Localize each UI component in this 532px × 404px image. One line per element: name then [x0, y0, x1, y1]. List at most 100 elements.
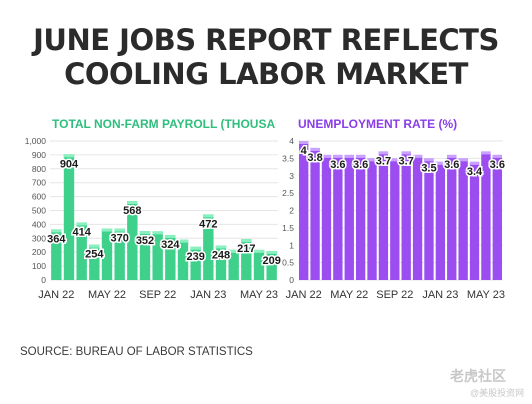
unemployment-bar	[435, 161, 446, 280]
unemployment-bar-cap	[458, 158, 468, 162]
unemployment-x-tick-label: SEP 22	[376, 289, 413, 301]
payroll-data-label: 370	[110, 233, 128, 245]
source-note: SOURCE: BUREAU OF LABOR STATISTICS	[20, 346, 253, 358]
unemployment-bar-cap	[390, 158, 400, 162]
payroll-x-tick-label: JAN 22	[38, 289, 74, 301]
payroll-data-label: 248	[212, 250, 230, 262]
unemployment-bar-cap	[367, 158, 377, 162]
payroll-data-label: 324	[161, 239, 180, 251]
unemployment-bar	[310, 147, 320, 280]
payroll-x-tick-label: MAY 22	[88, 289, 126, 301]
unemployment-y-tick-label: 2.5	[282, 188, 294, 198]
unemployment-bar-cap	[481, 151, 491, 155]
payroll-y-tick-label: 800	[32, 164, 46, 174]
unemployment-bar-cap	[355, 154, 366, 158]
payroll-bar	[253, 249, 265, 280]
payroll-bar-cap	[266, 250, 277, 254]
unemployment-bar	[344, 154, 354, 280]
unemployment-data-label: 3.6	[330, 159, 345, 171]
payroll-bar	[127, 201, 138, 280]
payroll-bar	[215, 245, 227, 280]
unemployment-bar	[424, 158, 434, 280]
payroll-bar-cap	[101, 228, 113, 232]
payroll-bar	[190, 246, 201, 280]
payroll-bar	[114, 228, 125, 280]
unemployment-bar-cap	[469, 161, 480, 165]
payroll-bar-cap	[165, 234, 176, 238]
payroll-y-tick-label: 0	[41, 275, 46, 285]
payroll-bar-cap	[241, 239, 252, 243]
unemployment-bar-cap	[401, 151, 411, 155]
payroll-bar-cap	[253, 249, 265, 253]
page-title-line-2: COOLING LABOR MARKET	[64, 57, 468, 91]
payroll-x-tick-label: JAN 23	[190, 289, 226, 301]
payroll-bar-cap	[215, 245, 227, 249]
payroll-data-label: 352	[136, 235, 154, 247]
unemployment-y-tick-label: 3	[289, 171, 294, 181]
unemployment-bar	[299, 141, 309, 280]
unemployment-data-label: 3.6	[444, 159, 459, 171]
payroll-bar-cap	[152, 231, 163, 235]
unemployment-bar	[390, 158, 400, 280]
payroll-data-label: 209	[262, 255, 280, 267]
unemployment-data-label: 3.8	[307, 152, 322, 164]
unemployment-x-tick-label: MAY 23	[467, 289, 505, 301]
payroll-bar-cap	[203, 214, 214, 218]
unemployment-bar-cap	[310, 147, 320, 151]
unemployment-data-label: 3.7	[376, 155, 391, 167]
payroll-bar-cap	[114, 228, 125, 232]
payroll-bar	[139, 231, 151, 280]
unemployment-chart-title: UNEMPLOYMENT RATE (%)	[298, 117, 458, 131]
payroll-data-label: 364	[47, 233, 66, 245]
unemployment-bar-cap	[492, 154, 502, 158]
unemployment-bar	[367, 158, 377, 280]
watermark-secondary: @美股投资网	[470, 388, 525, 398]
unemployment-y-tick-label: 0	[289, 275, 294, 285]
payroll-bar-cap	[228, 249, 239, 253]
unemployment-bar-cap	[412, 154, 423, 158]
payroll-bar	[203, 214, 214, 280]
payroll-y-tick-label: 500	[32, 206, 46, 216]
payroll-bar-cap	[127, 201, 138, 205]
payroll-y-tick-label: 200	[32, 247, 46, 257]
payroll-bar-cap	[139, 231, 151, 235]
payroll-x-tick-label: MAY 23	[240, 289, 278, 301]
payroll-bar	[165, 234, 176, 280]
unemployment-data-label: 3.4	[467, 166, 483, 178]
unemployment-data-label: 3.7	[399, 155, 414, 167]
payroll-data-label: 414	[72, 226, 91, 238]
payroll-data-label: 568	[123, 205, 141, 217]
unemployment-bar-cap	[378, 151, 389, 155]
unemployment-bar	[412, 154, 423, 280]
unemployment-data-label: 3.5	[421, 162, 436, 174]
unemployment-x-tick-label: MAY 22	[330, 289, 368, 301]
payroll-data-label: 239	[186, 251, 204, 263]
payroll-bar	[228, 249, 239, 280]
payroll-bar-cap	[51, 229, 62, 233]
payroll-bar	[152, 231, 163, 280]
unemployment-bar-cap	[447, 154, 457, 158]
page-title-line-1: JUNE JOBS REPORT REFLECTS	[33, 23, 499, 57]
unemployment-bar	[401, 151, 411, 280]
payroll-bar	[89, 244, 100, 280]
payroll-bar-cap	[190, 246, 201, 250]
unemployment-y-tick-label: 3.5	[282, 153, 294, 163]
unemployment-bar	[492, 154, 502, 280]
unemployment-bar	[481, 151, 491, 280]
payroll-y-tick-label: 1,000	[25, 136, 47, 146]
payroll-data-label: 254	[85, 249, 104, 261]
payroll-bar-cap	[177, 239, 189, 243]
unemployment-y-tick-label: 0.5	[282, 258, 294, 268]
payroll-bar	[63, 154, 75, 280]
payroll-bar-cap	[63, 154, 75, 158]
unemployment-data-label: 4	[301, 145, 308, 157]
payroll-chart-title: TOTAL NON-FARM PAYROLL (THOUSAND	[52, 117, 276, 131]
payroll-bar	[101, 228, 113, 280]
unemployment-x-tick-label: JAN 23	[422, 289, 458, 301]
payroll-bar-cap	[76, 222, 87, 226]
unemployment-bar-cap	[344, 154, 354, 158]
payroll-bar	[51, 229, 62, 280]
unemployment-bar-cap	[424, 158, 434, 162]
payroll-bar	[76, 222, 87, 280]
